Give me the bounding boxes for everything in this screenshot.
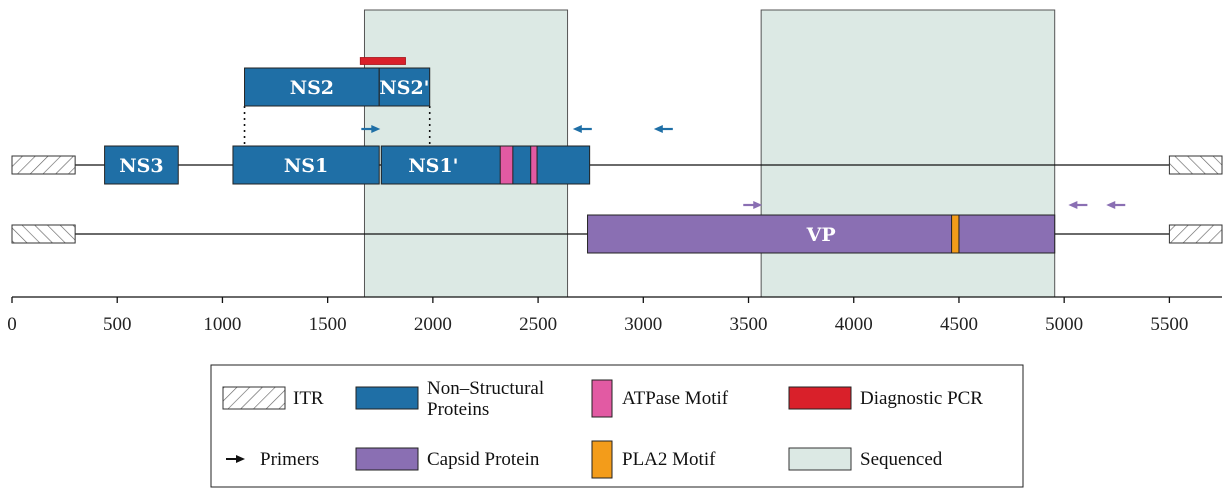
primer-arrow-icon-1 <box>361 125 381 133</box>
legend-sequenced-swatch <box>788 447 852 471</box>
primer-arrow-icon-5 <box>1068 201 1088 209</box>
primer-head <box>653 125 663 133</box>
primer-arrow-icon-4 <box>743 201 763 209</box>
x-tick-label-5500: 5500 <box>1150 314 1188 335</box>
legend-itr-label: ITR <box>293 388 324 409</box>
legend-pla2-label: PLA2 Motif <box>622 449 716 470</box>
primer-head <box>371 125 381 133</box>
legend-frame <box>210 364 1024 488</box>
primer-arrow-icon-6 <box>1106 201 1126 209</box>
primer-head <box>572 125 582 133</box>
x-tick-label-3000: 3000 <box>624 314 662 335</box>
x-tick-label-4000: 4000 <box>835 314 873 335</box>
gene-blocks: NS3 NS1 NS1' NS2 NS2' VP <box>104 67 1056 254</box>
legend-nonstructural-swatch <box>355 386 419 410</box>
gene-ns2p-label: NS2' <box>379 77 429 99</box>
sequenced-region-2 <box>760 9 1056 298</box>
x-tick-label-2500: 2500 <box>519 314 557 335</box>
x-tick-label-500: 500 <box>103 314 132 335</box>
x-tick-label-3500: 3500 <box>730 314 768 335</box>
motif-blocks <box>359 57 960 254</box>
x-tick-label-1000: 1000 <box>203 314 241 335</box>
gene-vp-label: VP <box>806 224 836 246</box>
gene-ns2-label: NS2 <box>290 77 334 99</box>
legend-atpase-swatch <box>591 379 613 418</box>
legend-atpase-label: ATPase Motif <box>622 388 729 409</box>
atpase-motif-1 <box>499 145 514 185</box>
gene-ns3-block <box>104 145 179 185</box>
x-tick-label-2000: 2000 <box>414 314 452 335</box>
legend: ITR Non–Structural Proteins ATPase Motif… <box>210 364 1024 488</box>
pla2-motif-3 <box>951 214 960 254</box>
itr-block-3 <box>11 224 76 244</box>
x-tick-label-5000: 5000 <box>1045 314 1083 335</box>
legend-capsid-label: Capsid Protein <box>427 449 540 470</box>
primer-arrows <box>361 125 1126 209</box>
legend-diagnostic-swatch <box>788 386 852 410</box>
legend-nonstructural-label-line2: Proteins <box>427 399 489 420</box>
diagnostic-pcr-bar <box>359 57 406 65</box>
legend-sequenced-label: Sequenced <box>860 449 943 470</box>
legend-pla2-swatch <box>591 440 613 479</box>
gene-ns1p-block <box>380 145 591 185</box>
x-tick-label-1500: 1500 <box>309 314 347 335</box>
gene-vp-block <box>587 214 1056 254</box>
primer-arrow-icon-3 <box>653 125 673 133</box>
legend-primers-label: Primers <box>260 449 319 470</box>
itr-block-1 <box>11 155 76 175</box>
legend-diagnostic-label: Diagnostic PCR <box>860 388 983 409</box>
gene-ns1p-label: NS1' <box>408 155 458 177</box>
x-tick-label-0: 0 <box>7 314 17 335</box>
primer-head <box>1106 201 1116 209</box>
atpase-motif-2 <box>530 145 538 185</box>
gene-ns2-block <box>244 67 380 107</box>
itr-blocks <box>11 155 1223 244</box>
primer-arrow-icon-2 <box>572 125 592 133</box>
primer-head <box>753 201 763 209</box>
gene-ns3-label: NS3 <box>119 155 163 177</box>
gene-ns1-label: NS1 <box>284 155 328 177</box>
itr-block-2 <box>1168 155 1223 175</box>
gene-ns1-block <box>232 145 380 185</box>
gene-ns2p-block <box>378 67 431 107</box>
primer-head <box>1068 201 1078 209</box>
x-tick-label-4500: 4500 <box>940 314 978 335</box>
legend-capsid-swatch <box>355 447 419 471</box>
x-axis: 0 500 1000 1500 2000 2500 3000 3500 4000 4500 5000… <box>7 296 1222 335</box>
legend-nonstructural-label-line1: Non–Structural <box>427 378 544 399</box>
legend-itr-swatch <box>222 386 286 410</box>
legend-primer-arrow-icon <box>226 455 245 463</box>
itr-block-4 <box>1168 224 1223 244</box>
